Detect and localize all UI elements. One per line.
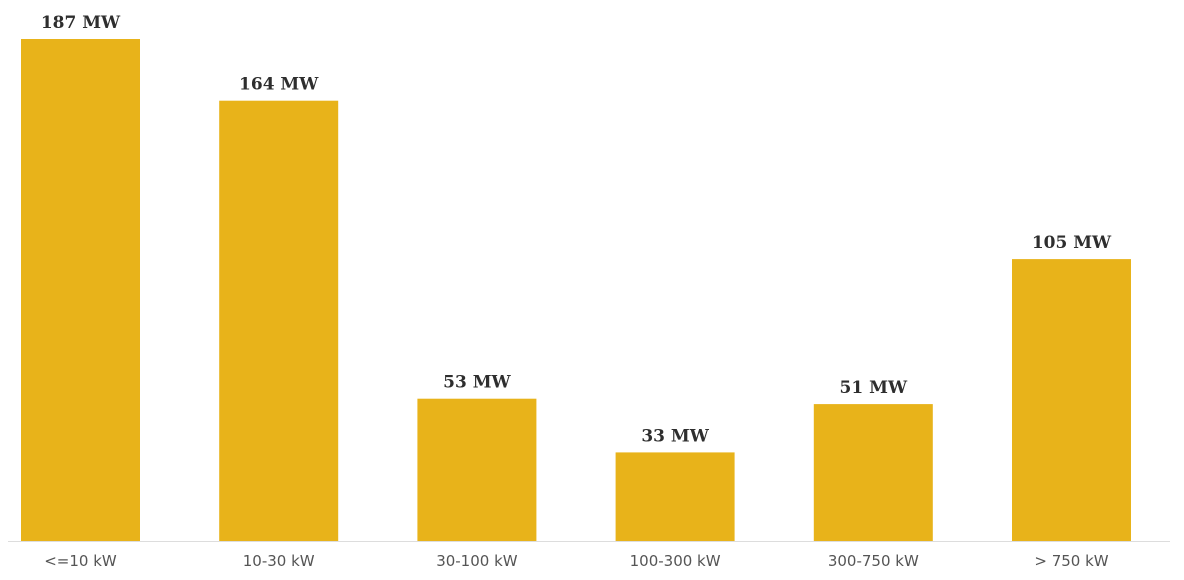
data-label-0: 187 MW <box>41 13 121 33</box>
x-tick-label-4: 300-750 kW <box>828 552 919 570</box>
data-labels: 187 MW 164 MW 53 MW 33 MW 51 MW 105 MW <box>41 13 1112 446</box>
data-label-2: 53 MW <box>443 373 511 393</box>
bar-4 <box>813 404 933 541</box>
x-tick-label-1: 10-30 kW <box>243 552 315 570</box>
data-label-3: 33 MW <box>641 426 709 446</box>
bars <box>21 39 1131 541</box>
data-label-5: 105 MW <box>1032 233 1112 253</box>
bar-5 <box>1012 259 1131 541</box>
x-tick-label-5: > 750 kW <box>1034 552 1108 570</box>
bar-1 <box>219 100 339 541</box>
data-label-1: 164 MW <box>239 75 319 95</box>
x-axis-tick-labels: <=10 kW 10-30 kW 30-100 kW 100-300 kW 300-75… <box>44 552 1109 570</box>
bar-2 <box>417 398 537 541</box>
data-label-4: 51 MW <box>840 378 908 398</box>
bar-3 <box>615 452 735 541</box>
x-tick-label-0: <=10 kW <box>44 552 117 570</box>
bar-0 <box>21 39 140 541</box>
x-tick-label-2: 30-100 kW <box>436 552 518 570</box>
x-tick-label-3: 100-300 kW <box>630 552 721 570</box>
